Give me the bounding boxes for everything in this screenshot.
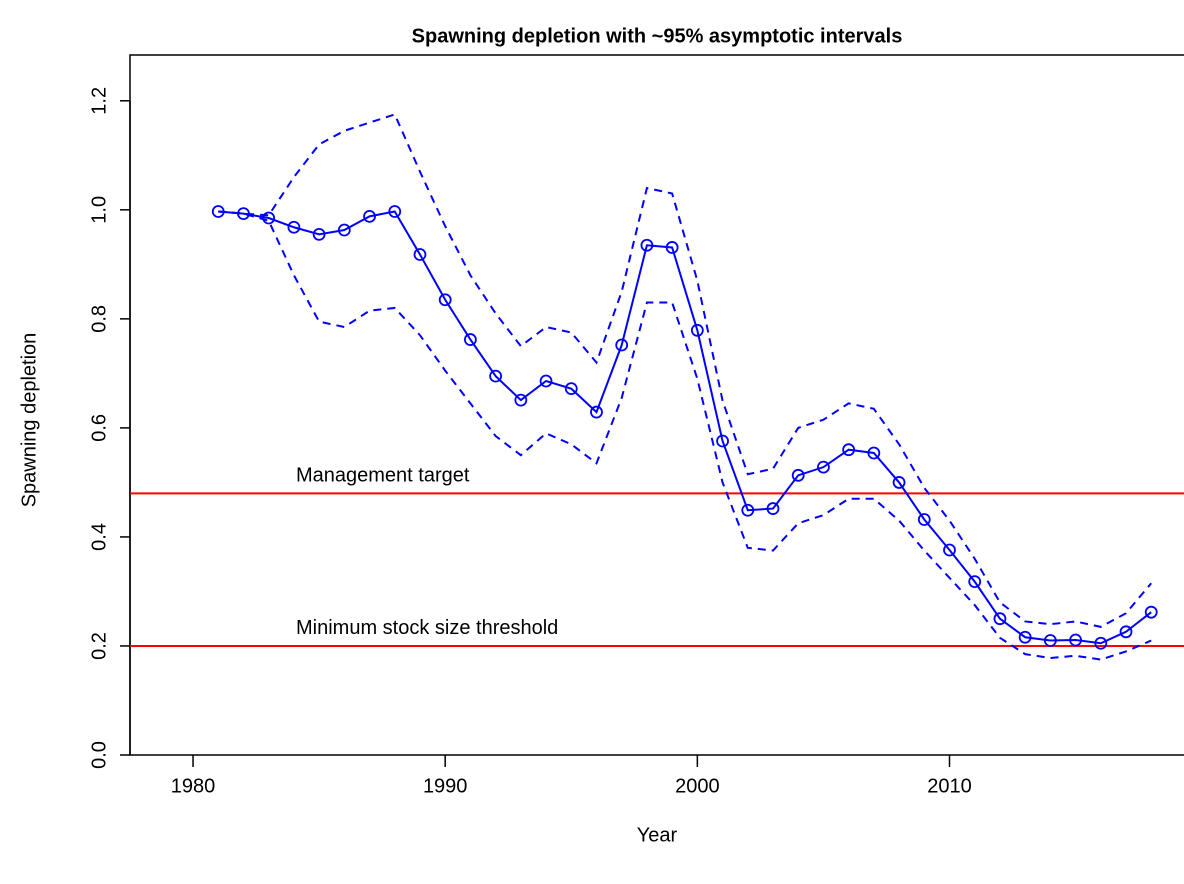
- plot-frame: [129, 54, 1184, 756]
- x-tick-label: 1980: [171, 775, 216, 797]
- point: [690, 323, 704, 337]
- series-line: [218, 210, 1152, 645]
- point: [363, 209, 376, 223]
- point: [1094, 636, 1108, 650]
- point: [312, 227, 326, 241]
- point: [262, 211, 276, 225]
- point: [514, 393, 528, 407]
- point: [388, 205, 402, 218]
- reference-label: Minimum stock size threshold: [296, 617, 558, 639]
- point: [1018, 630, 1032, 644]
- y-tick-label: 1.0: [88, 196, 110, 224]
- point: [741, 503, 755, 517]
- point: [287, 220, 301, 234]
- point: [564, 382, 578, 396]
- point: [438, 293, 452, 307]
- point: [1043, 634, 1057, 647]
- point: [1119, 625, 1133, 639]
- reference-label: Management target: [296, 465, 470, 487]
- y-tick-label: 0.4: [88, 523, 110, 551]
- point: [665, 241, 679, 254]
- point: [867, 446, 881, 460]
- point: [766, 502, 780, 515]
- point: [539, 374, 553, 388]
- point: [640, 238, 654, 252]
- point: [337, 223, 351, 237]
- series-line: [218, 210, 1152, 661]
- y-tick-label: 0.8: [88, 305, 110, 333]
- point: [791, 468, 805, 482]
- point: [716, 434, 729, 448]
- y-tick-label: 0.2: [88, 632, 110, 660]
- point: [892, 476, 906, 489]
- point: [464, 333, 477, 346]
- x-tick-label: 1990: [423, 775, 468, 797]
- x-tick-label: 2010: [927, 775, 972, 797]
- x-tick-label: 2000: [675, 775, 720, 797]
- point: [413, 248, 427, 261]
- point: [817, 460, 830, 474]
- point: [993, 612, 1007, 626]
- point: [615, 338, 629, 352]
- point: [1069, 633, 1082, 647]
- point: [590, 405, 603, 419]
- x-axis-label: Year: [637, 824, 678, 846]
- point: [489, 369, 503, 383]
- y-tick-label: 0.0: [88, 741, 110, 769]
- y-tick-label: 0.6: [88, 414, 110, 442]
- point: [842, 443, 856, 457]
- point: [943, 543, 956, 557]
- point: [968, 575, 982, 589]
- point: [1144, 605, 1158, 619]
- point: [917, 513, 931, 526]
- chart-title: Spawning depletion with ~95% asymptotic …: [412, 25, 903, 47]
- y-axis-label: Spawning depletion: [18, 333, 40, 508]
- series-line: [218, 113, 1152, 628]
- y-tick-label: 1.2: [88, 87, 110, 115]
